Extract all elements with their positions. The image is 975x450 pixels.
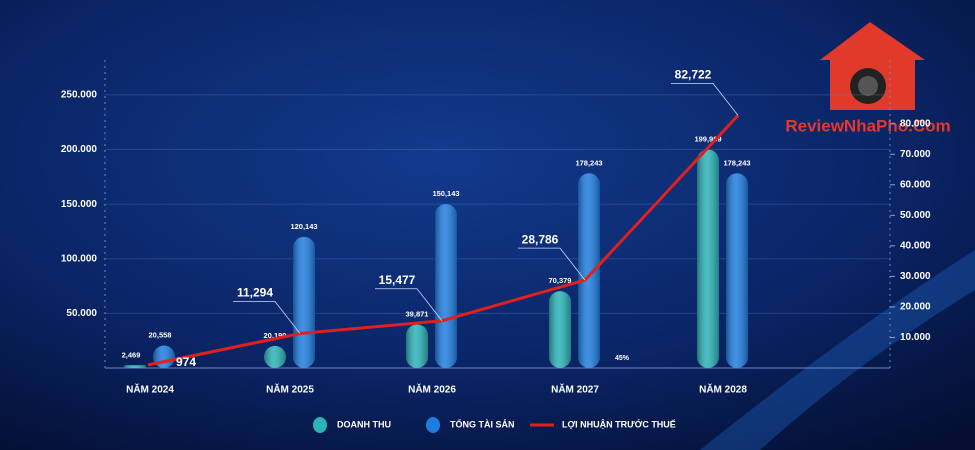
legend-label: LỢI NHUẬN TRƯỚC THUẾ	[562, 418, 676, 429]
y2-tick-label: 20.000	[900, 302, 931, 313]
y2-tick-label: 60.000	[900, 179, 931, 190]
legend-label: DOANH THU	[337, 419, 391, 429]
value-label: 178,243	[723, 158, 750, 167]
value-label: 20,558	[149, 331, 172, 340]
value-label: 20,199	[264, 331, 287, 340]
y-tick-label: 50.000	[66, 308, 97, 319]
value-label: 199,969	[694, 135, 721, 144]
y-tick-label: 250.000	[61, 90, 98, 101]
value-label: 70,379	[549, 276, 572, 285]
legend-swatch	[426, 417, 440, 433]
y-tick-label: 200.000	[61, 144, 98, 155]
leader	[518, 247, 586, 281]
y2-tick-label: 80.000	[900, 118, 931, 129]
x-tick-label: NĂM 2027	[551, 383, 599, 396]
bar-shade	[264, 345, 286, 368]
y2-tick-label: 40.000	[900, 240, 931, 251]
leader	[233, 301, 301, 334]
x-tick-label: NĂM 2028	[699, 383, 747, 396]
logo: ReviewNhaPho.Com	[785, 22, 951, 135]
bar-shade	[435, 203, 457, 368]
bar-shade	[293, 236, 315, 368]
line-label: 974	[176, 355, 196, 369]
y2-tick-label: 50.000	[900, 210, 931, 221]
line-label: 11,294	[237, 286, 273, 300]
leader	[671, 82, 739, 116]
bar-shade	[726, 173, 748, 368]
value-label: 39,871	[406, 309, 429, 318]
bar-shade	[549, 291, 571, 368]
bar-shade	[697, 149, 719, 368]
logo-text: ReviewNhaPho.Com	[785, 116, 950, 135]
line	[147, 114, 740, 367]
value-label: 150,143	[432, 189, 459, 198]
value-label: 120,143	[290, 222, 317, 231]
annotation: 45%	[615, 355, 630, 362]
legend-swatch	[313, 417, 327, 433]
x-tick-label: NĂM 2025	[266, 383, 314, 396]
decor-wave	[700, 250, 975, 450]
line-label: 82,722	[675, 68, 712, 82]
y2-tick-label: 10.000	[900, 332, 931, 343]
y2-tick-label: 70.000	[900, 149, 931, 160]
value-label: 2,469	[122, 350, 141, 359]
y-tick-label: 150.000	[61, 199, 98, 210]
y-tick-label: 100.000	[61, 253, 98, 264]
x-tick-label: NĂM 2026	[408, 383, 456, 396]
bar-shade	[578, 173, 600, 368]
legend-label: TỔNG TÀI SẢN	[450, 418, 515, 429]
line-label: 15,477	[379, 273, 416, 287]
value-label: 178,243	[575, 158, 602, 167]
line-label: 28,786	[522, 232, 559, 246]
bar-shade	[406, 324, 428, 368]
x-tick-label: NĂM 2024	[126, 383, 174, 396]
leader	[375, 288, 443, 321]
y2-tick-label: 30.000	[900, 271, 931, 282]
bar-shade	[124, 365, 146, 368]
